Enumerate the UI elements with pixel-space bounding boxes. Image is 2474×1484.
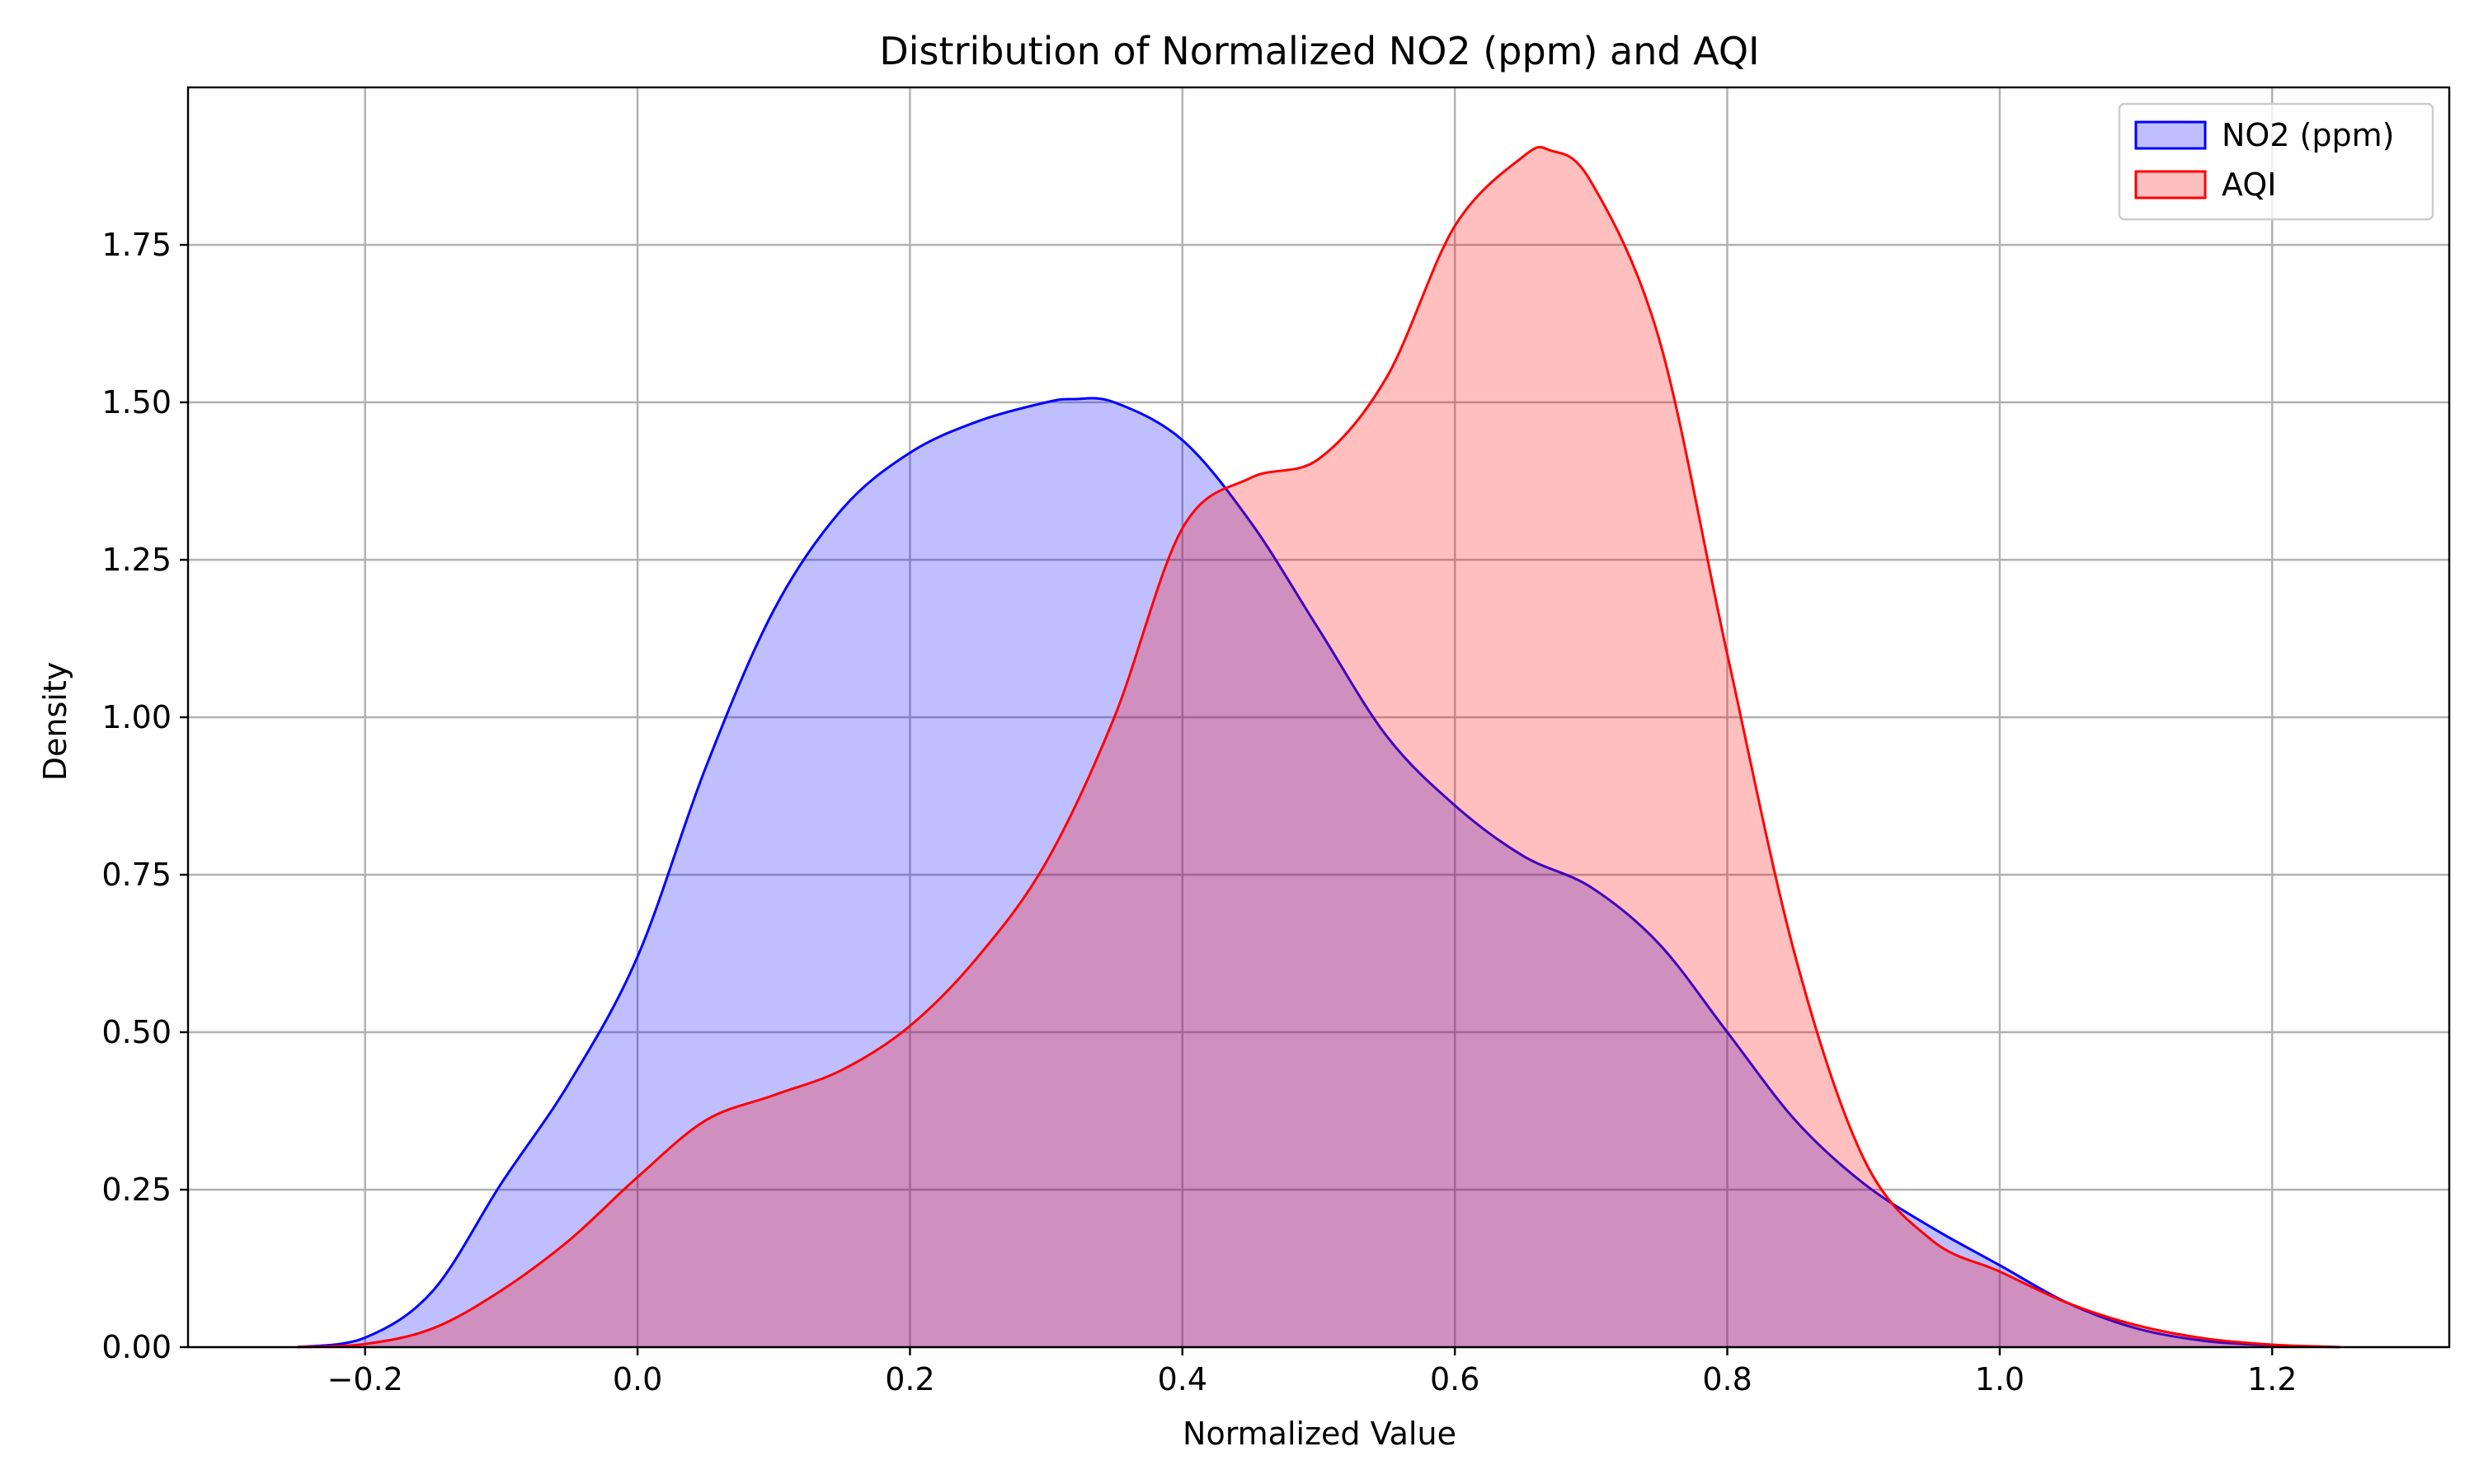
series-line-no2: [296, 397, 2340, 1349]
ticks: −0.2 0.0 0.2 0.4 0.6 0.8 1.0 1.2 0.00 0.25 0.50 0.7…: [101, 227, 2297, 1397]
x-tick-label: 1.2: [2247, 1361, 2297, 1397]
y-tick-label: 0.75: [101, 857, 172, 893]
y-tick-label: 1.75: [101, 227, 172, 263]
y-tick-label: 1.50: [101, 384, 172, 420]
x-tick-label: −0.2: [327, 1361, 403, 1397]
series-line-aqi: [297, 146, 2340, 1349]
x-tick-label: 1.0: [1975, 1361, 2025, 1397]
y-tick-label: 0.25: [101, 1172, 172, 1208]
y-tick-label: 0.50: [101, 1014, 172, 1050]
y-tick-label: 1.25: [101, 542, 172, 578]
chart-title: Distribution of Normalized NO2 (ppm) and…: [879, 29, 1759, 73]
y-tick-label: 0.00: [101, 1329, 172, 1365]
y-axis-label: Density: [37, 662, 73, 781]
legend-label: NO2 (ppm): [2222, 117, 2395, 153]
y-tick-label: 1.00: [101, 699, 172, 735]
x-tick-label: 0.8: [1702, 1361, 1752, 1397]
legend-swatch: [2134, 170, 2207, 200]
legend-swatch: [2134, 120, 2207, 150]
grid: [188, 87, 2449, 1349]
legend-box: [2118, 102, 2434, 221]
series-area-no2: [297, 397, 2340, 1347]
x-tick-label: 0.4: [1158, 1361, 1207, 1397]
x-tick-label: 0.2: [885, 1361, 934, 1397]
x-tick-label: 0.6: [1430, 1361, 1479, 1397]
x-tick-label: 0.0: [613, 1361, 662, 1397]
series-layer: [296, 146, 2340, 1349]
legend-label: AQI: [2222, 167, 2276, 203]
legend: NO2 (ppm) AQI: [2118, 102, 2434, 221]
x-axis-label: Normalized Value: [1183, 1416, 1456, 1452]
series-area-aqi: [297, 147, 2340, 1348]
